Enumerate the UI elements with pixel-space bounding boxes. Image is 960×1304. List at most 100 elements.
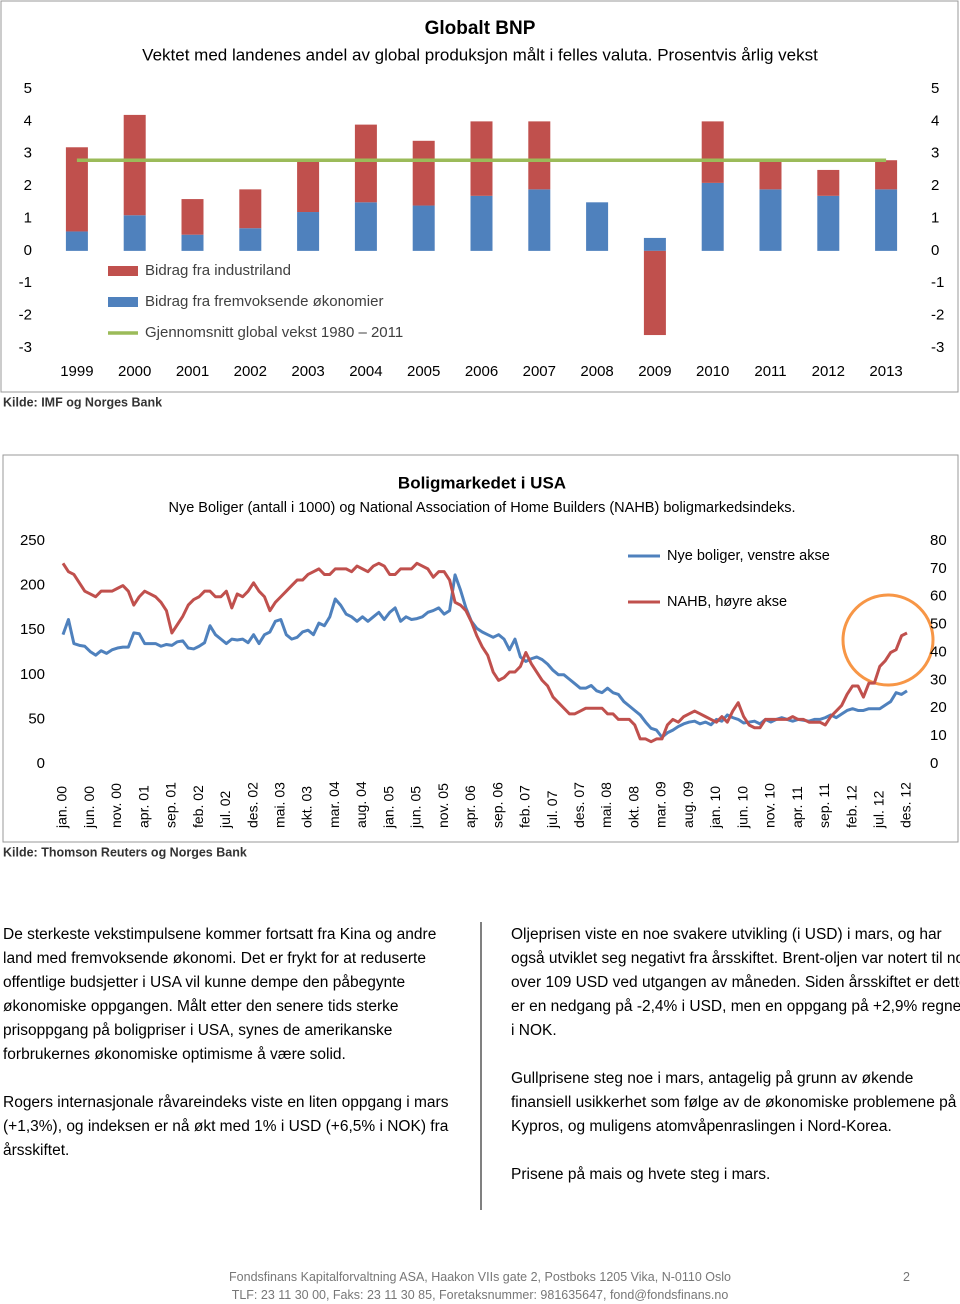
x-tick-label: jan. 10 <box>707 786 723 829</box>
series-line <box>61 561 908 744</box>
highlight-circle <box>841 593 935 687</box>
bar <box>875 189 898 251</box>
footer-line: Fondsfinans Kapitalforvaltning ASA, Haak… <box>229 1270 731 1284</box>
bar <box>643 237 666 251</box>
bar <box>412 205 435 251</box>
x-tick-label: jul. 12 <box>870 790 886 829</box>
legend-label: Nye boliger, venstre akse <box>667 548 830 564</box>
x-tick-label: mai. 03 <box>272 782 288 828</box>
y-tick-label: 100 <box>20 666 45 683</box>
x-tick-label: feb. 12 <box>843 785 859 828</box>
y-tick-label: -3 <box>19 339 32 356</box>
y-tick-label: 4 <box>24 112 32 129</box>
y2-tick-label: 20 <box>930 699 947 716</box>
y-tick-label: 0 <box>37 755 45 772</box>
paragraph: De sterkeste vekstimpulsene kommer forts… <box>3 926 437 1063</box>
y2-tick-label: 0 <box>931 242 939 259</box>
source: Kilde: Thomson Reuters og Norges Bank <box>3 845 247 859</box>
x-tick-label: sep. 06 <box>489 782 505 828</box>
y2-tick-label: 4 <box>931 112 939 129</box>
y2-tick-label: 2 <box>931 177 939 194</box>
y-tick-label: 200 <box>20 577 45 594</box>
bar <box>817 169 840 196</box>
bar <box>297 212 320 251</box>
y-tick-label: 1 <box>24 209 32 226</box>
bar <box>239 189 262 229</box>
x-tick-label: 2006 <box>465 363 498 380</box>
y2-tick-label: 5 <box>931 80 939 97</box>
chart-subtitle: Nye Boliger (antall i 1000) og National … <box>168 500 795 516</box>
x-tick-label: mar. 04 <box>326 781 342 828</box>
x-tick-label: 2013 <box>869 363 902 380</box>
bar <box>528 189 551 251</box>
bar <box>759 189 782 251</box>
chart-frame <box>0 0 959 393</box>
bar <box>701 182 724 251</box>
x-tick-label: 2012 <box>812 363 845 380</box>
x-tick-label: des. 07 <box>571 782 587 828</box>
y2-tick-label: 10 <box>930 727 947 744</box>
x-tick-label: okt. 03 <box>299 786 315 828</box>
legend-swatch <box>108 266 138 276</box>
x-tick-label: 2009 <box>638 363 671 380</box>
bar <box>528 121 551 190</box>
right-column: Oljeprisen viste en noe svakere utviklin… <box>511 923 960 1211</box>
y2-tick-label: 30 <box>930 671 947 688</box>
x-tick-label: aug. 04 <box>353 781 369 828</box>
bar <box>759 160 782 190</box>
y2-tick-label: -1 <box>931 274 944 291</box>
y2-tick-label: 3 <box>931 145 939 162</box>
bar <box>181 199 204 235</box>
bar <box>65 147 88 232</box>
x-tick-label: jun. 05 <box>408 786 424 829</box>
x-tick-label: feb. 02 <box>190 785 206 828</box>
paragraph: Gullprisene steg noe i mars, antagelig p… <box>511 1070 957 1135</box>
y-tick-label: 5 <box>24 80 32 97</box>
footer-line: TLF: 23 11 30 00, Faks: 23 11 30 85, For… <box>231 1288 729 1302</box>
chart-subtitle: Vektet med landenes andel av global prod… <box>142 45 818 64</box>
x-tick-label: mai. 08 <box>598 782 614 828</box>
x-tick-label: 2010 <box>696 363 729 380</box>
y-tick-label: 0 <box>24 242 32 259</box>
x-tick-label: jul. 02 <box>217 790 233 829</box>
x-tick-label: 2007 <box>523 363 556 380</box>
x-tick-label: mar. 09 <box>653 781 669 828</box>
x-tick-label: okt. 08 <box>625 786 641 828</box>
x-tick-label: apr. 01 <box>135 785 151 828</box>
x-tick-label: apr. 06 <box>462 785 478 828</box>
bar <box>817 195 840 251</box>
x-tick-label: 2004 <box>349 363 382 380</box>
bar <box>643 250 666 336</box>
x-tick-label: jul. 07 <box>544 790 560 829</box>
x-tick-label: 2003 <box>291 363 324 380</box>
y-tick-label: 250 <box>20 532 45 549</box>
x-tick-label: 2008 <box>580 363 613 380</box>
y2-tick-label: 40 <box>930 643 947 660</box>
y2-tick-label: 80 <box>930 532 947 549</box>
y-tick-label: 150 <box>20 621 45 638</box>
legend-label: Bidrag fra industriland <box>145 262 291 279</box>
bar <box>354 202 377 251</box>
x-tick-label: apr. 11 <box>789 786 805 828</box>
left-column: De sterkeste vekstimpulsene kommer forts… <box>3 923 465 1187</box>
x-tick-label: nov. 10 <box>762 783 778 828</box>
x-tick-label: aug. 09 <box>680 781 696 828</box>
legend-label: Bidrag fra fremvoksende økonomier <box>145 293 383 310</box>
bar <box>123 114 146 216</box>
chart-frame <box>2 454 959 843</box>
paragraph: Rogers internasjonale råvareindeks viste… <box>3 1094 449 1159</box>
x-tick-label: des. 02 <box>244 782 260 828</box>
bar <box>239 228 262 251</box>
bar <box>297 160 320 213</box>
x-tick-label: nov. 00 <box>108 783 124 828</box>
y2-tick-label: 50 <box>930 616 947 633</box>
x-tick-label: 2011 <box>754 363 786 380</box>
source: Kilde: IMF og Norges Bank <box>3 395 162 409</box>
bar <box>586 202 609 251</box>
bar <box>701 121 724 183</box>
bar <box>470 195 493 251</box>
x-tick-label: 2000 <box>118 363 151 380</box>
legend-label: NAHB, høyre akse <box>667 594 787 610</box>
x-tick-label: des. 12 <box>898 782 914 828</box>
x-tick-label: jun. 00 <box>81 786 97 829</box>
